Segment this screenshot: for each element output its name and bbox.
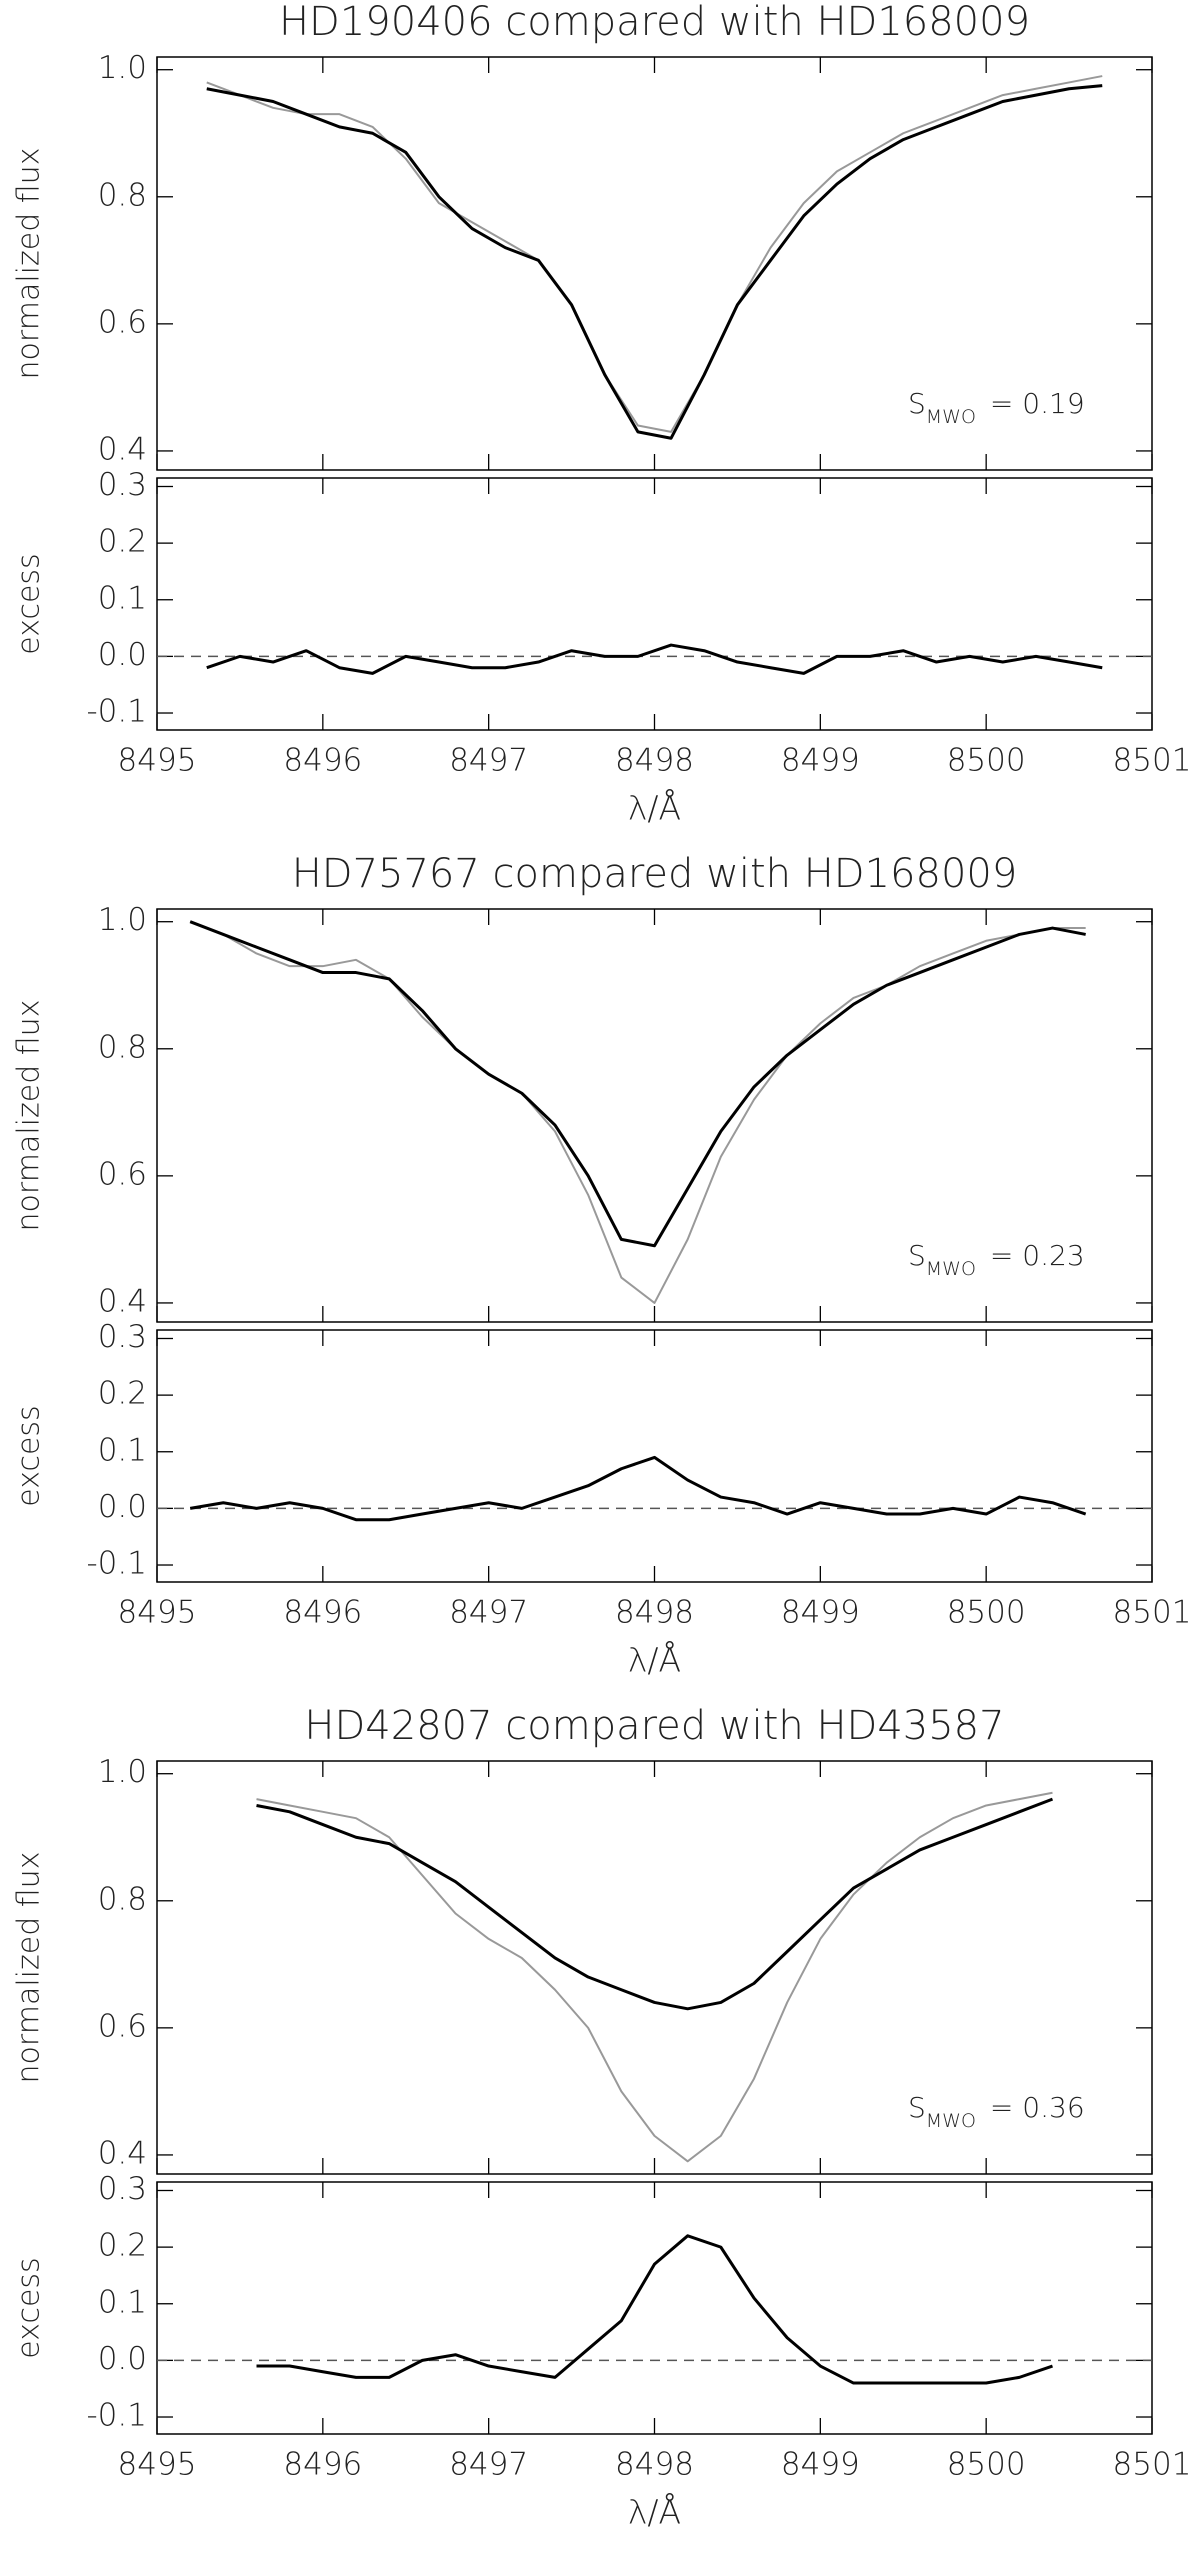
y-tick-label: -0.1	[87, 694, 148, 730]
annotation: SMWO = 0.23	[908, 1239, 1085, 1280]
y-tick-label: 0.2	[98, 2228, 147, 2264]
data-line	[206, 84, 1103, 440]
x-tick-label: 8496	[283, 743, 362, 779]
x-tick-label: 8497	[449, 2447, 528, 2483]
x-tick-label: 8501	[1113, 1595, 1192, 1631]
y-tick-label: 0.3	[98, 467, 147, 503]
y-tick-label: 0.1	[98, 1432, 147, 1468]
y-tick-label: 0.2	[98, 1376, 147, 1412]
data-line	[206, 643, 1103, 675]
data-line	[189, 1455, 1087, 1522]
y-tick-label: 0.3	[98, 1319, 147, 1355]
x-tick-label: 8499	[781, 743, 860, 779]
x-tick-label: 8499	[781, 2447, 860, 2483]
x-tick-label: 8498	[615, 743, 694, 779]
y-tick-label: 1.0	[98, 902, 147, 938]
annotation-subscript: MWO	[926, 1258, 976, 1280]
data-line	[256, 1797, 1054, 2011]
x-tick-label: 8496	[283, 2447, 362, 2483]
x-tick-label: 8495	[118, 2447, 197, 2483]
y-tick-label: 0.2	[98, 524, 147, 560]
y-tick-label: 0.4	[98, 2135, 147, 2171]
y-tick-label: 0.8	[98, 1029, 147, 1065]
y-axis-label: excess	[12, 1405, 47, 1506]
y-tick-label: 0.1	[98, 580, 147, 616]
y-tick-label: 0.6	[98, 2008, 147, 2044]
chart-title: HD42807 compared with HD43587	[304, 1703, 1004, 1749]
chart-title: HD75767 compared with HD168009	[292, 851, 1018, 897]
annotation-text: = 0.19	[990, 387, 1085, 420]
y-tick-label: 1.0	[98, 1754, 147, 1790]
chart-title: HD190406 compared with HD168009	[279, 0, 1030, 45]
y-tick-label: 0.8	[98, 177, 147, 213]
x-tick-label: 8498	[615, 1595, 694, 1631]
plot-frame	[156, 477, 1153, 731]
y-tick-label: 0.1	[98, 2284, 147, 2320]
x-axis-label: λ/Å	[628, 1641, 681, 1680]
x-tick-label: 8496	[283, 1595, 362, 1631]
x-tick-label: 8501	[1113, 743, 1192, 779]
y-tick-label: 0.6	[98, 1156, 147, 1192]
y-axis-label: normalized flux	[12, 1852, 47, 2084]
x-axis-label: λ/Å	[628, 2493, 681, 2532]
data-line	[256, 2234, 1053, 2385]
x-tick-label: 8497	[449, 1595, 528, 1631]
x-tick-label: 8500	[947, 743, 1026, 779]
x-tick-label: 8499	[781, 1595, 860, 1631]
data-line	[206, 75, 1103, 433]
y-tick-label: 0.6	[98, 304, 147, 340]
x-tick-label: 8495	[118, 1595, 197, 1631]
y-tick-label: 0.8	[98, 1881, 147, 1917]
y-axis-label: excess	[12, 553, 47, 654]
annotation: SMWO = 0.36	[908, 2091, 1085, 2132]
y-tick-label: 0.3	[98, 2171, 147, 2207]
x-tick-label: 8495	[118, 743, 197, 779]
y-axis-label: excess	[12, 2257, 47, 2358]
y-tick-label: 0.4	[98, 1283, 147, 1319]
data-line	[189, 920, 1086, 1304]
y-tick-label: 1.0	[98, 50, 147, 86]
y-tick-label: -0.1	[87, 1546, 148, 1582]
x-tick-label: 8497	[449, 743, 528, 779]
y-tick-label: 0.0	[98, 1489, 147, 1525]
annotation-symbol: S	[908, 387, 926, 420]
annotation-symbol: S	[908, 2091, 926, 2124]
annotation-subscript: MWO	[926, 2110, 976, 2132]
x-tick-label: 8500	[947, 1595, 1026, 1631]
y-tick-label: -0.1	[87, 2398, 148, 2434]
data-line	[256, 1791, 1053, 2163]
annotation-text: = 0.36	[990, 2091, 1085, 2124]
y-tick-label: 0.0	[98, 637, 147, 673]
y-tick-label: 0.0	[98, 2341, 147, 2377]
x-tick-label: 8498	[615, 2447, 694, 2483]
annotation-symbol: S	[908, 1239, 926, 1272]
data-line	[189, 920, 1086, 1248]
y-axis-label: normalized flux	[12, 1000, 47, 1232]
y-tick-label: 0.4	[98, 431, 147, 467]
annotation-subscript: MWO	[926, 406, 976, 428]
annotation: SMWO = 0.19	[908, 387, 1085, 428]
x-axis-label: λ/Å	[628, 789, 681, 828]
plot-frame	[156, 2181, 1153, 2435]
x-tick-label: 8501	[1113, 2447, 1192, 2483]
x-tick-label: 8500	[947, 2447, 1026, 2483]
y-axis-label: normalized flux	[12, 148, 47, 380]
annotation-text: = 0.23	[990, 1239, 1085, 1272]
